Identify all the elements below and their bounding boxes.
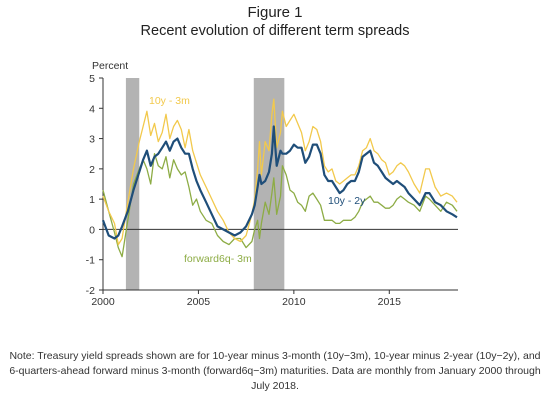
x-tick-label: 2010: [282, 296, 306, 308]
recession-shading-layer: [125, 78, 285, 290]
series-label-forward6q-3m: forward6q- 3m: [184, 253, 252, 265]
recession-band-1: [125, 78, 140, 290]
y-tick-label: 0: [89, 224, 95, 236]
y-axis-unit-label: Percent: [92, 60, 129, 72]
series-label-10y-2y: 10y - 2y: [328, 195, 366, 207]
y-tick-label: 3: [89, 134, 95, 146]
x-tick-label: 2000: [91, 296, 115, 308]
chart-title: Recent evolution of different term sprea…: [140, 23, 410, 39]
y-tick-label: 2: [89, 164, 95, 176]
series-line-10y-2y: [101, 125, 458, 240]
series-label-10y-3m: 10y - 3m: [149, 95, 190, 107]
x-tick-label: 2015: [378, 296, 402, 308]
series-line-forward6q-3m: [102, 153, 458, 258]
series-labels-layer: 10y - 3m 10y - 2y forward6q- 3m: [149, 95, 366, 265]
series-layer: [101, 98, 458, 258]
y-tick-label: -2: [86, 285, 95, 297]
y-tick-label: -1: [86, 255, 95, 267]
figure-label: Figure 1: [247, 4, 303, 21]
chart-note: Note: Treasury yield spreads shown are f…: [9, 350, 541, 392]
y-tick-label: 4: [89, 103, 95, 115]
y-tick-label: 1: [89, 194, 95, 206]
y-tick-label: 5: [89, 73, 95, 85]
x-tick-label: 2005: [187, 296, 211, 308]
series-line-10y-3m: [102, 98, 458, 246]
axes-layer: -2 -1 0 1 2 3 4 5 2000 2005 2010 2015: [86, 73, 458, 308]
